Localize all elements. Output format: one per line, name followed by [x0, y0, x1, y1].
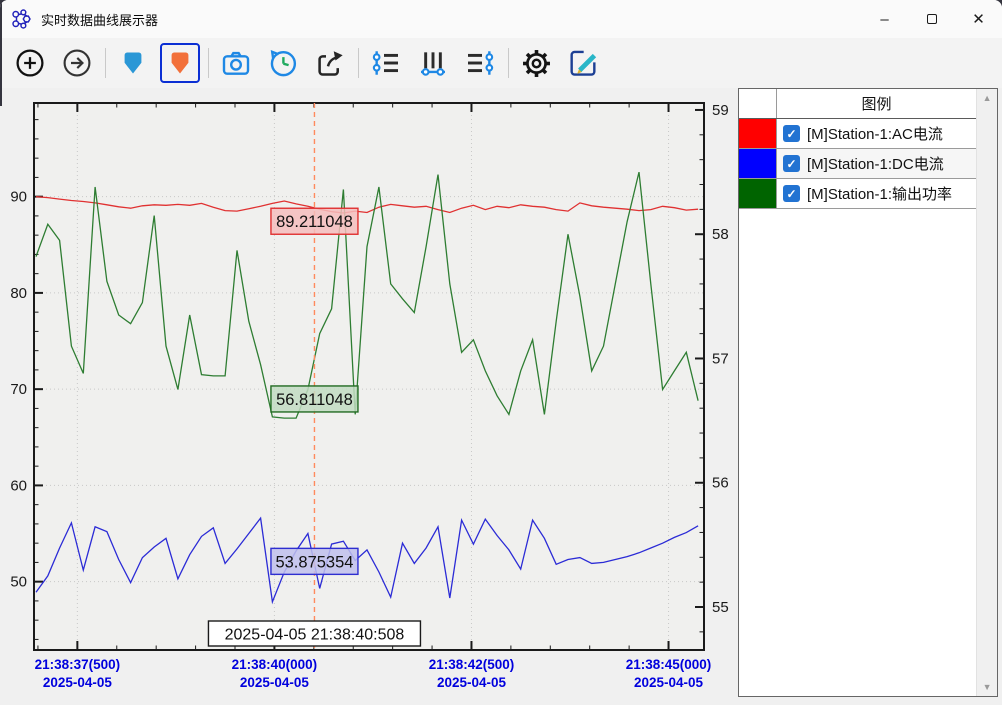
- close-icon: ✕: [972, 11, 985, 28]
- legend-series-label: [M]Station-1:DC电流: [807, 156, 944, 173]
- x-axis-date-label: 2025-04-05: [43, 675, 113, 690]
- right-axis-tick-label: 59: [712, 102, 729, 119]
- toolbar-separator: [508, 48, 509, 78]
- export-button[interactable]: [310, 43, 350, 83]
- left-axis-tick-label: 90: [10, 189, 27, 206]
- legend-header-row: 图例: [739, 89, 977, 119]
- column-sliders-icon: [421, 52, 445, 76]
- legend-panel: 图例 ✓ [M]Station-1:AC电流 ✓ [M]Station-1:DC电流 ✓…: [738, 88, 998, 697]
- legend-color-swatch: [739, 119, 777, 148]
- export-share-icon: [318, 51, 343, 76]
- camera-icon: [222, 51, 250, 75]
- window-title: 实时数据曲线展示器: [41, 12, 159, 28]
- slider-list-left-icon: [372, 51, 398, 75]
- cursor-value-box: [270, 385, 359, 413]
- history-clock-icon: [270, 49, 297, 77]
- cursor-value-box: [270, 207, 359, 235]
- maximize-button[interactable]: [908, 0, 955, 38]
- scroll-down-icon[interactable]: ▼: [982, 682, 992, 692]
- legend-checkbox[interactable]: ✓: [783, 185, 800, 202]
- legend-checkbox[interactable]: ✓: [783, 155, 800, 172]
- series-line: [35, 516, 699, 605]
- history-button[interactable]: [263, 43, 303, 83]
- legend-table: 图例 ✓ [M]Station-1:AC电流 ✓ [M]Station-1:DC电流 ✓…: [739, 89, 977, 696]
- left-axis-tick-label: 50: [10, 574, 27, 591]
- right-axis-tick-label: 56: [712, 475, 729, 492]
- app-icon: [12, 9, 31, 29]
- minimize-button[interactable]: –: [861, 0, 908, 38]
- series-line: [35, 196, 699, 214]
- legend-header: 图例: [861, 96, 892, 113]
- x-axis-time-label: 21:38:42(500): [429, 657, 515, 672]
- x-axis-date-label: 2025-04-05: [634, 675, 704, 690]
- scroll-up-icon[interactable]: ▲: [982, 93, 992, 103]
- marker-blue-button[interactable]: [113, 43, 153, 83]
- legend-header-swatch-cell: [739, 89, 777, 118]
- x-axis-date-label: 2025-04-05: [437, 675, 507, 690]
- plot-background[interactable]: [34, 103, 704, 650]
- legend-color-swatch: [739, 179, 777, 208]
- close-button[interactable]: ✕: [955, 0, 1002, 38]
- cursor-value-text: 56.811048: [276, 391, 353, 409]
- series-line: [35, 171, 699, 419]
- orange-marker-icon: [171, 52, 189, 74]
- toolbar-separator: [358, 48, 359, 78]
- column-sliders-button[interactable]: [413, 43, 453, 83]
- left-axis-tick-label: 60: [10, 477, 27, 494]
- x-axis-time-label: 21:38:40(000): [232, 657, 318, 672]
- legend-checkbox[interactable]: ✓: [783, 125, 800, 142]
- left-axis-tick-label: 80: [10, 285, 27, 302]
- right-axis-tick-label: 58: [712, 226, 729, 243]
- title-bar: 实时数据曲线展示器 – ✕: [0, 0, 1002, 38]
- legend-series-label: [M]Station-1:AC电流: [807, 126, 943, 143]
- blue-marker-icon: [124, 52, 142, 74]
- right-axis-tick-label: 55: [712, 599, 729, 616]
- slider-list-right-icon: [468, 51, 494, 75]
- legend-scrollbar[interactable]: ▲ ▼: [976, 89, 997, 696]
- legend-color-swatch: [739, 149, 777, 178]
- legend-row[interactable]: ✓ [M]Station-1:输出功率: [739, 179, 977, 209]
- toolbar-separator: [208, 48, 209, 78]
- edit-button[interactable]: [563, 43, 603, 83]
- step-next-button[interactable]: [57, 43, 97, 83]
- chart-area[interactable]: 50 60 70 80 90 55 56 57 58 59 21:38:37(500) 2025-04…: [0, 88, 738, 705]
- gear-icon: [522, 49, 550, 77]
- series-filter-left-button[interactable]: [366, 43, 406, 83]
- left-axis-tick-label: 70: [10, 381, 27, 398]
- series-filter-right-button[interactable]: [460, 43, 500, 83]
- zoom-in-icon: [16, 49, 44, 77]
- arrow-right-icon: [63, 49, 91, 77]
- zoom-in-button[interactable]: [10, 43, 50, 83]
- marker-orange-button[interactable]: [160, 43, 200, 83]
- x-axis-date-label: 2025-04-05: [240, 675, 310, 690]
- x-axis-time-label: 21:38:37(500): [35, 657, 121, 672]
- snapshot-button[interactable]: [216, 43, 256, 83]
- toolbar: [0, 38, 1002, 88]
- minimize-icon: –: [880, 10, 889, 28]
- cursor-value-text: 53.875354: [275, 553, 353, 571]
- settings-button[interactable]: [516, 43, 556, 83]
- cursor-value-box: [270, 547, 359, 576]
- x-axis-time-label: 21:38:45(000): [626, 657, 712, 672]
- toolbar-separator: [105, 48, 106, 78]
- legend-row[interactable]: ✓ [M]Station-1:AC电流: [739, 119, 977, 149]
- realtime-curve-chart: 50 60 70 80 90 55 56 57 58 59 21:38:37(500) 2025-04…: [10, 102, 729, 690]
- edit-pencil-icon: [570, 50, 597, 76]
- cursor-value-text: 89.211048: [276, 213, 353, 231]
- cursor-timestamp-box: [207, 620, 422, 647]
- plot-border: [33, 102, 705, 651]
- maximize-icon: [926, 14, 937, 24]
- legend-row[interactable]: ✓ [M]Station-1:DC电流: [739, 149, 977, 179]
- background-window-edge: [0, 0, 2, 106]
- cursor-timestamp-text: 2025-04-05 21:38:40:508: [225, 627, 405, 644]
- legend-series-label: [M]Station-1:输出功率: [807, 186, 953, 203]
- right-axis-tick-label: 57: [712, 350, 729, 367]
